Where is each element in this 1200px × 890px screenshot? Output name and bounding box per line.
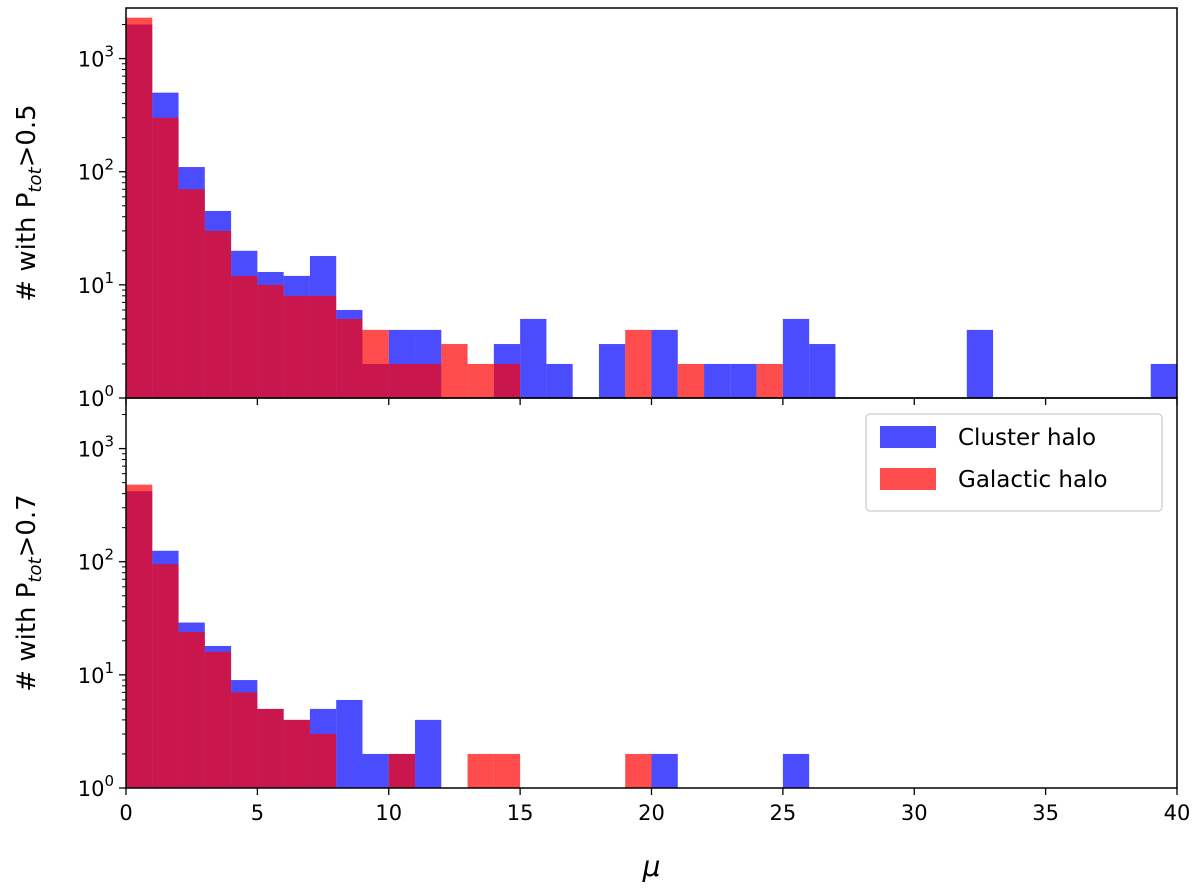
- bar-galactic-halo-11: [415, 363, 442, 398]
- legend-label-cluster-halo: Cluster halo: [958, 425, 1096, 451]
- bar-galactic-halo-24: [756, 363, 783, 398]
- legend-swatch-galactic-halo: [880, 468, 936, 490]
- bar-cluster-halo-9: [362, 753, 389, 788]
- x-tick-label-30: 30: [901, 801, 928, 825]
- x-tick-label-5: 5: [251, 801, 264, 825]
- bar-cluster-halo-25: [782, 753, 810, 788]
- bar-galactic-halo-10: [388, 363, 416, 398]
- bar-cluster-halo-16: [546, 363, 573, 398]
- bar-galactic-halo-10: [388, 753, 416, 788]
- y-tick-label-0: 100: [78, 382, 114, 411]
- bar-galactic-halo-7: [309, 734, 337, 788]
- bottom-panel: 100 101 102 103 # with Ptot>0.7 0 5 10 15 20 25 30 3…: [12, 397, 1191, 883]
- bar-galactic-halo-12: [441, 344, 468, 398]
- bar-galactic-halo-6: [283, 719, 310, 788]
- bar-galactic-halo-5: [257, 284, 284, 398]
- x-axis-label: μ: [642, 850, 661, 883]
- series-galactic-halo: [126, 484, 652, 788]
- x-tick-label-35: 35: [1032, 801, 1059, 825]
- legend-swatch-cluster-halo: [880, 426, 936, 448]
- bar-cluster-halo-18: [598, 344, 626, 398]
- y-tick-label-0: 100: [78, 772, 114, 801]
- bar-cluster-halo-20: [651, 329, 678, 398]
- legend-box: [865, 413, 1163, 512]
- bar-cluster-halo-15: [520, 318, 547, 398]
- y-tick-label-1: 101: [78, 659, 114, 688]
- bar-galactic-halo-13: [467, 363, 494, 398]
- bar-galactic-halo-8: [336, 318, 363, 398]
- y-tick-label-2: 102: [78, 156, 114, 185]
- x-tick-label-25: 25: [770, 801, 797, 825]
- bar-galactic-halo-1: [152, 117, 179, 398]
- x-tick-label-10: 10: [375, 801, 402, 825]
- bar-cluster-halo-20: [651, 753, 678, 788]
- bar-cluster-halo-26: [809, 344, 836, 398]
- x-tick-label-20: 20: [638, 801, 665, 825]
- bar-galactic-halo-9: [362, 329, 389, 398]
- y-tick-label-1: 101: [78, 269, 114, 298]
- y-axis-label: # with Ptot>0.7: [12, 494, 46, 691]
- bar-galactic-halo-3: [204, 651, 232, 788]
- y-tick-label-3: 103: [78, 43, 114, 72]
- y-tick-label-3: 103: [78, 433, 114, 462]
- legend-label-galactic-halo: Galactic halo: [958, 467, 1108, 493]
- bar-cluster-halo-23: [730, 363, 757, 398]
- bar-galactic-halo-3: [204, 230, 232, 398]
- bar-galactic-halo-4: [231, 275, 258, 398]
- bar-galactic-halo-5: [257, 708, 284, 788]
- x-tick-label-40: 40: [1164, 801, 1191, 825]
- bar-galactic-halo-14: [493, 753, 521, 788]
- bar-galactic-halo-4: [231, 692, 258, 788]
- top-panel: 100 101 102 103 # with Ptot>0.5: [12, 7, 1178, 411]
- bar-galactic-halo-7: [309, 295, 337, 398]
- bar-cluster-halo-8: [336, 699, 363, 788]
- bar-galactic-halo-2: [178, 189, 205, 398]
- legend: Cluster halo Galactic halo: [865, 413, 1163, 512]
- bar-cluster-halo-22: [704, 363, 731, 398]
- y-axis-label: # with Ptot>0.5: [12, 104, 46, 301]
- bar-galactic-halo-2: [178, 631, 205, 788]
- series-galactic-halo: [126, 17, 783, 399]
- bar-cluster-halo-25: [782, 318, 810, 398]
- bar-galactic-halo-21: [677, 363, 705, 398]
- bar-galactic-halo-1: [152, 564, 179, 788]
- bar-galactic-halo-0: [126, 484, 153, 788]
- bar-cluster-halo-32: [966, 329, 994, 398]
- bar-cluster-halo-11: [415, 719, 442, 788]
- x-tick-label-0: 0: [119, 801, 132, 825]
- bar-cluster-halo-39: [1150, 363, 1177, 398]
- bar-galactic-halo-14: [493, 363, 521, 398]
- x-tick-label-15: 15: [507, 801, 534, 825]
- bar-galactic-halo-19: [625, 329, 652, 398]
- bar-galactic-halo-19: [625, 753, 652, 788]
- y-tick-label-2: 102: [78, 546, 114, 575]
- bar-galactic-halo-13: [467, 753, 494, 788]
- bar-galactic-halo-0: [126, 17, 153, 399]
- bar-galactic-halo-6: [283, 295, 310, 398]
